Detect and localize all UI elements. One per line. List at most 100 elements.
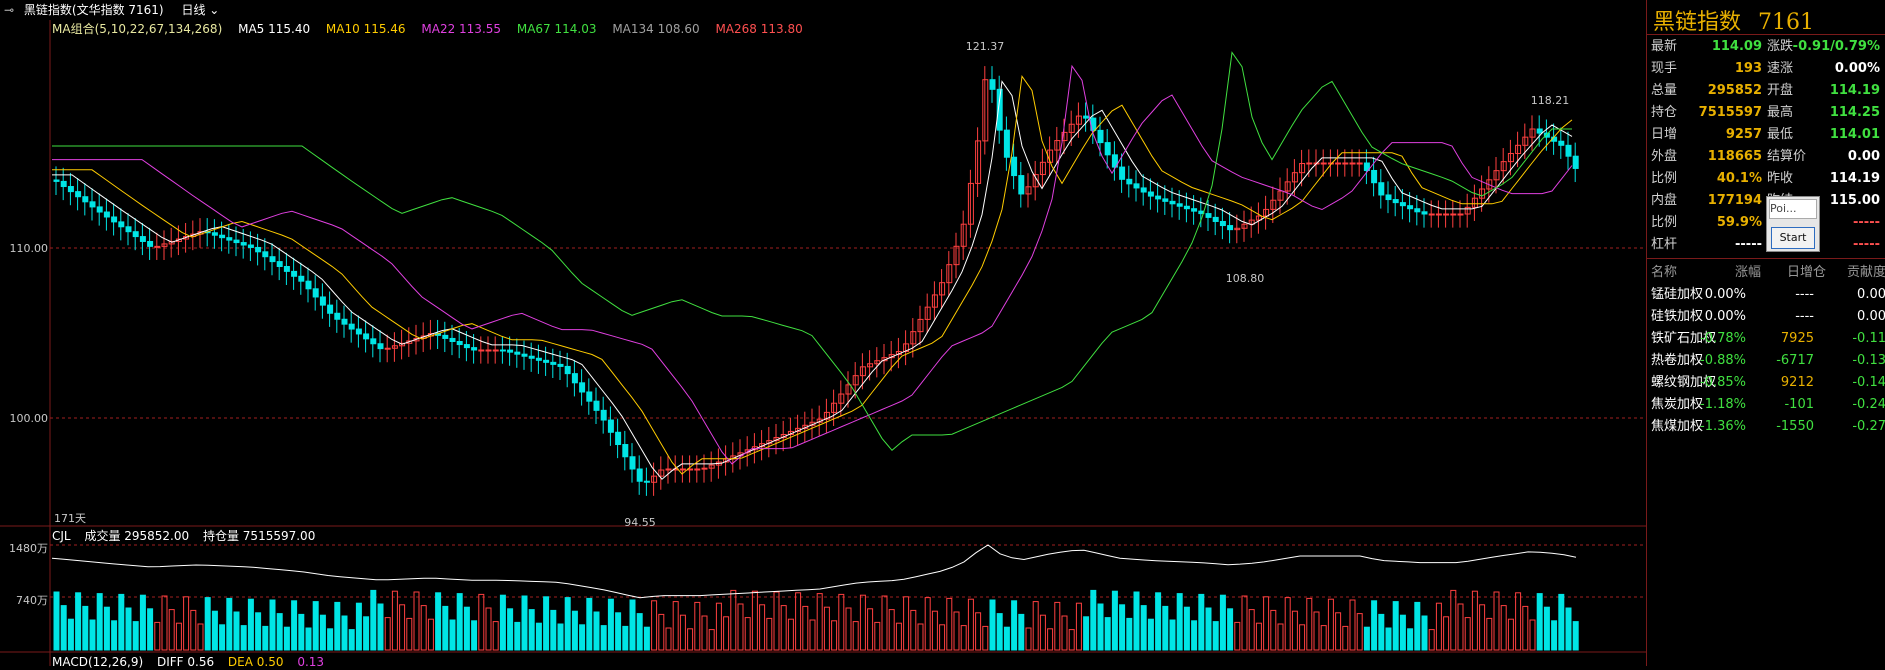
- dash-icon[interactable]: ⊸: [4, 3, 15, 17]
- constituents-header: 名称 涨幅 日增仓 贡献度: [1647, 262, 1885, 284]
- candle-body: [132, 231, 139, 238]
- constituent-name: 铁矿石加权: [1651, 331, 1717, 346]
- volume-bar: [910, 609, 917, 651]
- volume-bar: [723, 616, 730, 651]
- quote-label: 外盘: [1651, 149, 1678, 164]
- candle-body: [211, 232, 218, 236]
- constituent-row[interactable]: 焦炭加权 -1.18% -101 -0.24: [1647, 394, 1885, 416]
- chart-area[interactable]: 121.37 94.55 118.21 108.80 171天 ⊸ 黑链指数(文华指数 …: [0, 0, 1646, 669]
- volume-bar: [298, 613, 305, 651]
- col-oi-change[interactable]: 日增仓: [1787, 265, 1827, 280]
- volume-bar: [895, 622, 902, 651]
- day-count: 171天: [54, 512, 86, 525]
- candle-body: [291, 270, 298, 277]
- volume-bar: [1457, 603, 1464, 651]
- quote-code: 7161: [1758, 10, 1815, 35]
- volume-bar: [363, 616, 370, 651]
- chevron-down-icon[interactable]: ⌄: [209, 3, 220, 17]
- volume-bar: [571, 610, 578, 651]
- volume-bar: [197, 623, 204, 651]
- volume-bar: [370, 589, 377, 651]
- quote-row: 持仓 7515597 最高 114.25: [1647, 102, 1885, 124]
- candle-body: [903, 343, 910, 353]
- col-name[interactable]: 名称: [1651, 265, 1678, 280]
- candle-body: [1270, 199, 1277, 210]
- quote-row: 最新 114.09 涨跌 -0.91/0.79%: [1647, 36, 1885, 58]
- kline-chart[interactable]: 121.37 94.55 118.21 108.80 171天: [0, 0, 1646, 666]
- volume-bar: [190, 609, 197, 651]
- candle-body: [262, 251, 269, 258]
- volume-bar: [204, 597, 211, 651]
- volume-indicator-label[interactable]: CJL: [52, 529, 71, 543]
- volume-bar: [1471, 590, 1478, 651]
- candle-body: [838, 393, 845, 404]
- candle-body: [1147, 191, 1154, 197]
- start-button[interactable]: Start: [1771, 227, 1815, 249]
- constituent-change: -0.88%: [1700, 353, 1746, 368]
- volume-bar: [125, 607, 132, 651]
- quote-value: 118665: [1707, 149, 1762, 164]
- volume-bar: [319, 614, 326, 651]
- volume-bar: [1450, 589, 1457, 651]
- volume-bar: [247, 598, 254, 651]
- constituent-row[interactable]: 热卷加权 -0.88% -6717 -0.13: [1647, 350, 1885, 372]
- candle-body: [982, 79, 989, 142]
- volume-bar: [1320, 625, 1327, 651]
- point-field[interactable]: Poi...: [1769, 199, 1817, 219]
- instrument-title[interactable]: 黑链指数(文华指数 7161): [23, 3, 164, 17]
- volume-bar: [1313, 611, 1320, 651]
- quote-name: 黑链指数: [1653, 10, 1742, 35]
- volume-bar: [1565, 607, 1572, 651]
- constituent-row[interactable]: 螺纹钢加权 -0.85% 9212 -0.14: [1647, 372, 1885, 394]
- period-selector[interactable]: 日线: [181, 3, 206, 17]
- volume-bar: [1011, 600, 1018, 651]
- volume-legend: CJL 成交量 295852.00 持仓量 7515597.00: [52, 528, 325, 544]
- volume-bar: [1155, 592, 1162, 651]
- candle-body: [1414, 208, 1421, 213]
- candle-body: [305, 280, 312, 290]
- candle-body: [665, 468, 672, 471]
- constituent-row[interactable]: 焦煤加权 -1.36% -1550 -0.27: [1647, 416, 1885, 438]
- constituent-row[interactable]: 锰硅加权 0.00% ---- 0.00: [1647, 284, 1885, 306]
- volume-bar: [1119, 604, 1126, 651]
- volume-bar: [1068, 629, 1075, 651]
- quote-row: 比例 59.9% -----: [1647, 212, 1885, 234]
- volume-bar: [1140, 605, 1147, 651]
- divider: [1647, 34, 1885, 35]
- candle-body: [557, 363, 564, 367]
- constituent-row[interactable]: 铁矿石加权 -0.78% 7925 -0.11: [1647, 328, 1885, 350]
- constituent-row[interactable]: 硅铁加权 0.00% ---- 0.00: [1647, 306, 1885, 328]
- candle-body: [1471, 197, 1478, 208]
- candle-body: [1061, 131, 1068, 142]
- volume-bar: [1018, 613, 1025, 651]
- volume-bar: [1507, 618, 1514, 651]
- candle-body: [226, 237, 233, 241]
- candle-body: [1083, 115, 1090, 119]
- volume-bar: [651, 600, 658, 651]
- macd-dea: DEA 0.50: [227, 655, 284, 669]
- volume-bar: [1277, 623, 1284, 651]
- quote-label: 内盘: [1651, 193, 1678, 208]
- candle-body: [543, 359, 550, 363]
- col-contribution[interactable]: 贡献度: [1847, 265, 1885, 280]
- low-marker: 108.80: [1226, 272, 1265, 285]
- volume-bar: [953, 611, 960, 651]
- candle-body: [622, 444, 629, 458]
- candle-body: [1464, 206, 1471, 215]
- macd-indicator-label[interactable]: MACD(12,26,9): [52, 655, 144, 669]
- candle-body: [1536, 128, 1543, 134]
- vol-label-740: 740万: [16, 594, 48, 607]
- candle-body: [1075, 115, 1082, 125]
- high-marker: 118.21: [1531, 94, 1570, 107]
- volume-bar: [1205, 607, 1212, 651]
- col-change[interactable]: 涨幅: [1735, 265, 1762, 280]
- ma-legend-label[interactable]: MA组合(5,10,22,67,134,268): [52, 22, 223, 36]
- candle-body: [1284, 181, 1291, 192]
- candle-body: [1219, 220, 1226, 227]
- candle-body: [82, 196, 89, 203]
- quote-value: 295852: [1707, 83, 1762, 98]
- quote-label: 总量: [1651, 83, 1678, 98]
- volume-bar: [1306, 597, 1313, 651]
- volume-bar: [111, 620, 118, 651]
- candle-body: [312, 288, 319, 298]
